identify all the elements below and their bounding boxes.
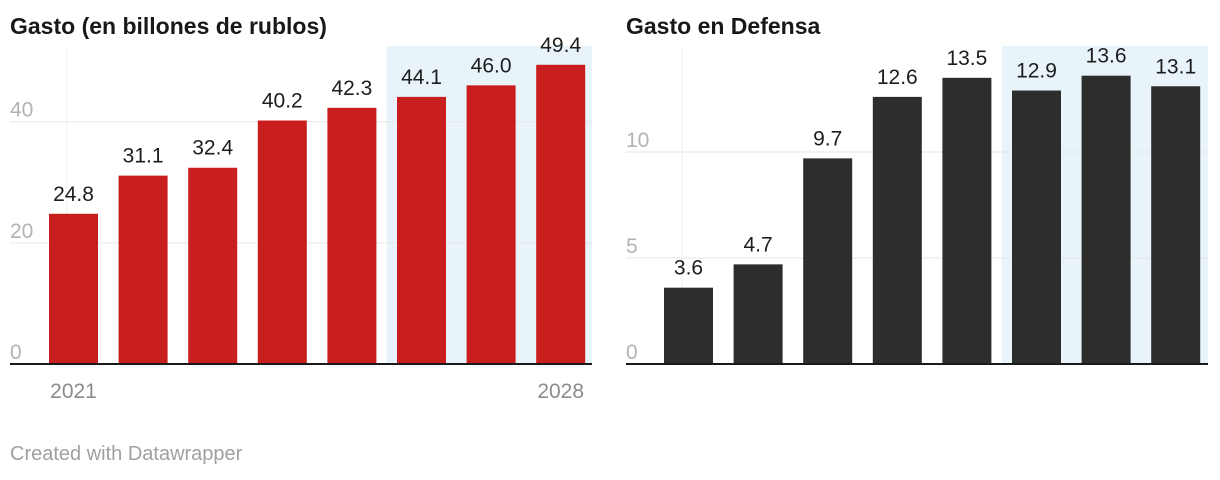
- chart2-ytick-5: 5: [626, 235, 638, 258]
- chart1-title: Gasto (en billones de rublos): [10, 13, 327, 39]
- chart1-value-label-2027: 46.0: [471, 54, 512, 77]
- chart1-ytick-0: 0: [10, 341, 22, 364]
- chart2-bar-2024: [872, 96, 922, 364]
- chart2-value-label-2025: 13.5: [946, 47, 987, 70]
- chart1-bar-2028: [536, 64, 586, 364]
- chart2-bar-2023: [803, 158, 853, 364]
- chart1-bar-2027: [466, 85, 516, 364]
- chart2-bar-2028: [1151, 86, 1201, 364]
- chart2-bar-2025: [942, 77, 992, 365]
- chart2-value-label-2026: 12.9: [1016, 60, 1057, 83]
- chart2-value-label-2022: 4.7: [743, 233, 772, 256]
- chart1-value-label-2022: 31.1: [123, 145, 164, 168]
- chart1-value-label-2028: 49.4: [540, 34, 581, 57]
- chart1-bar-2021: [49, 213, 98, 364]
- chart2-ytick-10: 10: [626, 129, 649, 152]
- chart2-value-label-2024: 12.6: [877, 66, 918, 89]
- chart2-bar-2021: [664, 287, 713, 364]
- chart1-ytick-20: 20: [10, 220, 33, 243]
- chart1-value-label-2026: 44.1: [401, 66, 442, 89]
- chart2-bar-2026: [1012, 90, 1061, 365]
- chart1-value-label-2024: 40.2: [262, 90, 303, 113]
- chart1-bar-2022: [118, 175, 168, 364]
- chart1-xtick-2021: 2021: [50, 380, 97, 403]
- chart1-bar-2025: [327, 107, 377, 364]
- chart1-value-label-2025: 42.3: [331, 77, 372, 100]
- chart1-value-label-2023: 32.4: [192, 137, 233, 160]
- chart2-value-label-2028: 13.1: [1155, 55, 1196, 78]
- chart1-value-label-2021: 24.8: [53, 183, 94, 206]
- chart2-title: Gasto en Defensa: [626, 13, 820, 39]
- charts-canvas: Gasto (en billones de rublos) 0 20 40 24.8 31…: [10, 13, 1208, 403]
- chart2-value-label-2027: 13.6: [1086, 45, 1127, 68]
- chart1-bar-2023: [188, 167, 238, 364]
- chart1-ytick-40: 40: [10, 99, 33, 122]
- chart2-bar-2022: [733, 264, 783, 364]
- chart2-value-label-2023: 9.7: [813, 127, 842, 150]
- chart2-ytick-0: 0: [626, 341, 638, 364]
- chart2-bar-2027: [1081, 75, 1131, 365]
- datawrapper-credit: Created with Datawrapper: [10, 443, 243, 465]
- chart2-value-label-2021: 3.6: [674, 257, 703, 280]
- chart1-bar-2024: [257, 120, 307, 364]
- chart1-xtick-2028: 2028: [537, 380, 584, 403]
- chart1-bar-2026: [397, 96, 446, 364]
